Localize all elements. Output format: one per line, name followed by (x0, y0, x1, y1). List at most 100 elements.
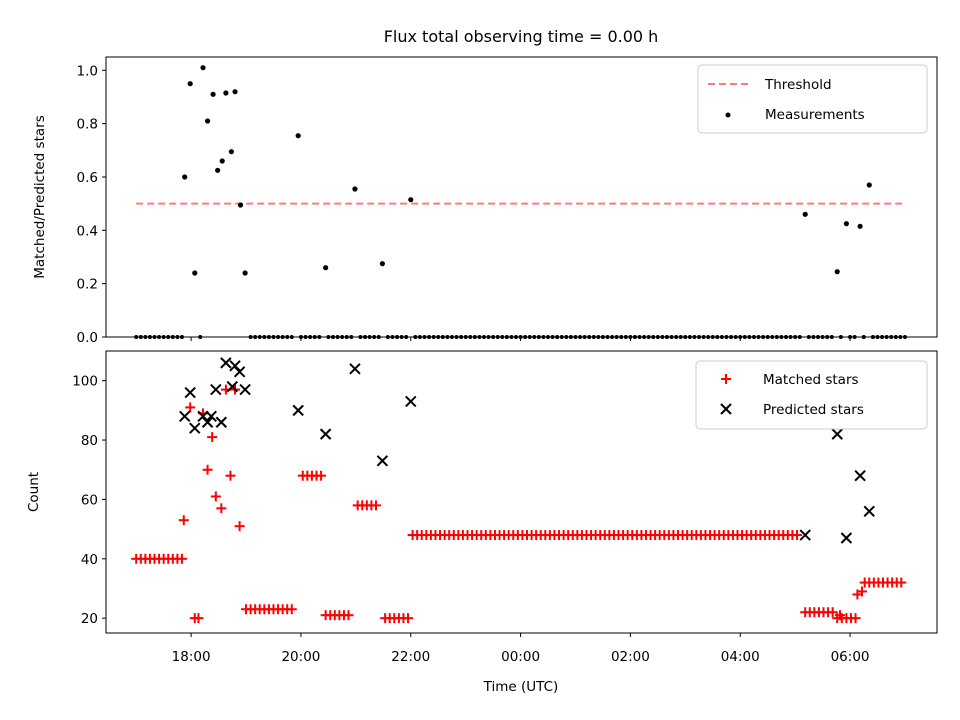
measurement-point (219, 158, 225, 164)
measurement-point (182, 174, 188, 180)
predicted-star-marker (831, 428, 843, 440)
measurement-point (866, 182, 872, 188)
predicted-star-marker (210, 383, 222, 396)
bottom-y-axis-label: Count (26, 472, 42, 512)
measurement-point (192, 270, 198, 276)
predicted-star-marker (215, 416, 228, 428)
matched-star-marker (210, 491, 221, 502)
chart-title: Flux total observing time = 0.00 h (384, 27, 659, 46)
matched-star-marker (343, 610, 354, 621)
measurement-point (379, 261, 385, 267)
measurement-point (802, 211, 808, 217)
matched-star-marker (370, 500, 381, 511)
bottom-panel: 20 40 60 80 100 18:00 20:00 22:00 00:00 02:00 04:… (26, 350, 938, 695)
x-axis-label: Time (UTC) (483, 679, 559, 695)
bottom-y-tick-label: 60 (81, 492, 98, 508)
measurement-point (232, 89, 238, 95)
predicted-star-marker (349, 363, 361, 375)
predicted-star-marker (840, 532, 853, 544)
x-tick-label: 06:00 (831, 649, 870, 665)
predicted-star-marker (201, 416, 214, 428)
top-panel: 0.0 0.2 0.4 0.6 0.8 1.0 Matched/Predicted sta… (32, 56, 938, 346)
legend-predicted-label: Predicted stars (763, 402, 864, 418)
bottom-x-ticks: 18:00 20:00 22:00 00:00 02:00 04:00 06:00 (172, 633, 870, 665)
predicted-star-marker (178, 410, 191, 423)
measurement-point (187, 81, 193, 87)
top-y-tick-label: 0.4 (77, 223, 98, 239)
x-tick-label: 18:00 (172, 649, 211, 665)
bottom-legend: Matched stars Predicted stars (695, 360, 928, 430)
matched-star-marker (286, 604, 297, 615)
predicted-star-marker (233, 366, 246, 378)
matched-star-marker (178, 515, 189, 526)
measurement-point (210, 91, 216, 97)
predicted-star-marker (376, 455, 389, 467)
predicted-star-marker (319, 428, 332, 440)
legend-measurements-label: Measurements (765, 107, 865, 123)
measurement-point (843, 221, 849, 227)
bottom-y-ticks: 20 40 60 80 100 (72, 374, 106, 627)
top-x-ticks (190, 337, 851, 341)
predicted-star-marker (220, 357, 232, 369)
bottom-legend-box (695, 360, 928, 430)
matched-star-marker (827, 607, 838, 618)
measurement-point (223, 90, 229, 96)
top-y-tick-label: 0.2 (77, 277, 98, 293)
legend-matched-swatch (721, 374, 731, 384)
measurement-point (323, 265, 329, 271)
top-y-tick-label: 1.0 (77, 63, 98, 79)
measurement-point (857, 223, 863, 229)
top-axes-frame (105, 56, 938, 338)
top-legend: Threshold Measurements (697, 64, 928, 134)
predicted-star-marker (226, 380, 239, 393)
bottom-axes-frame (105, 350, 938, 634)
matched-star-marker (856, 586, 867, 597)
predicted-star-marker (799, 529, 811, 541)
matched-star-marker (207, 432, 218, 443)
top-y-tick-label: 0.8 (77, 117, 98, 133)
bottom-y-tick-label: 20 (81, 611, 98, 627)
predicted-star-marker (184, 386, 196, 399)
matched-star-marker (791, 530, 802, 541)
measurement-point (204, 118, 211, 124)
x-tick-label: 22:00 (391, 649, 430, 665)
top-y-tick-label: 0.6 (77, 170, 98, 186)
predicted-star-marker (239, 383, 251, 396)
matched-star-marker (202, 464, 213, 475)
bottom-data-layer (131, 357, 907, 624)
predicted-star-marker (292, 404, 304, 417)
predicted-star-marker (854, 469, 866, 482)
measurement-point (228, 149, 234, 155)
matched-star-marker (185, 402, 196, 413)
x-tick-label: 20:00 (281, 649, 320, 665)
matched-star-marker (234, 521, 245, 532)
bottom-y-tick-label: 100 (72, 374, 98, 390)
matched-star-marker (896, 577, 907, 588)
top-y-tick-label: 0.0 (77, 330, 98, 346)
measurement-point (295, 133, 301, 139)
x-tick-label: 02:00 (611, 649, 650, 665)
bottom-y-tick-label: 80 (81, 433, 98, 449)
matched-star-marker (316, 470, 327, 481)
measurement-point (200, 65, 206, 71)
legend-matched-label: Matched stars (763, 372, 859, 388)
matched-star-marker (193, 613, 204, 624)
legend-measurements-swatch (725, 112, 731, 118)
measurement-point (352, 186, 358, 192)
matched-star-marker (403, 613, 414, 624)
top-y-ticks: 0.0 0.2 0.4 0.6 0.8 1.0 (77, 63, 106, 346)
matched-star-marker (216, 503, 227, 514)
top-legend-box (697, 64, 928, 134)
legend-predicted-swatch (720, 403, 732, 415)
x-tick-label: 04:00 (721, 649, 760, 665)
predicted-star-marker (205, 410, 217, 423)
predicted-star-marker (189, 422, 201, 434)
matched-star-marker (225, 470, 236, 481)
measurement-point (237, 202, 244, 208)
measurement-point (408, 197, 414, 203)
measurement-point (215, 167, 221, 173)
legend-threshold-label: Threshold (764, 77, 832, 93)
x-tick-label: 00:00 (501, 649, 540, 665)
bottom-y-tick-label: 40 (81, 552, 98, 568)
